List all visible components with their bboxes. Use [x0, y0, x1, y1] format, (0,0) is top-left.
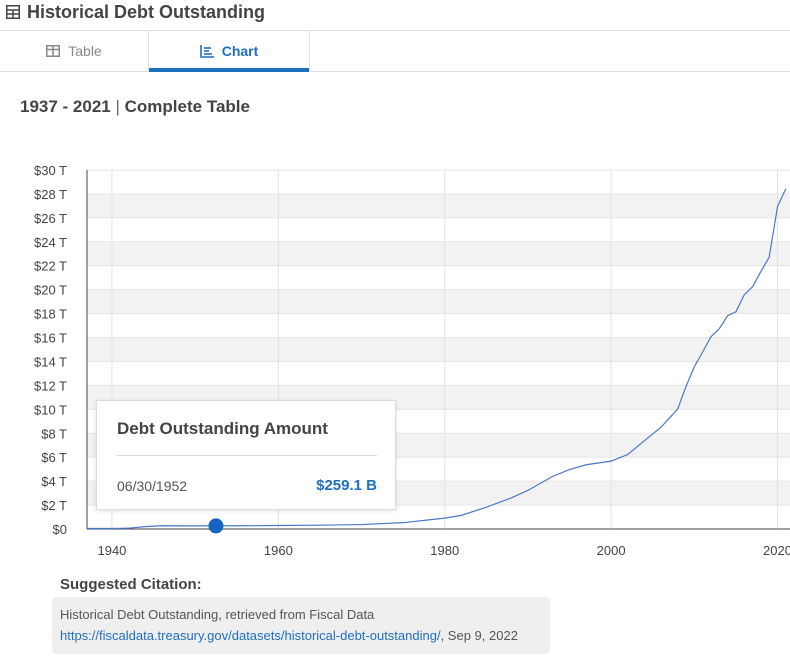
hover-point[interactable] — [208, 518, 224, 534]
y-tick-label: $16 T — [34, 331, 67, 346]
y-tick-label: $2 T — [41, 498, 67, 513]
tooltip-date: 06/30/1952 — [117, 478, 188, 494]
y-tick-label: $12 T — [34, 378, 67, 393]
grid-band — [87, 193, 790, 218]
chart-icon — [199, 44, 214, 58]
grid-band — [87, 361, 790, 386]
date-range-heading: 1937 - 2021 | Complete Table — [20, 97, 250, 117]
tab-table[interactable]: Table — [0, 31, 148, 71]
x-tick-label: 2020 — [763, 543, 790, 558]
y-tick-label: $6 T — [41, 450, 67, 465]
date-range-label: Complete Table — [124, 97, 250, 116]
citation-link-line: https://fiscaldata.treasury.gov/datasets… — [60, 628, 518, 643]
date-range-years: 1937 - 2021 — [20, 97, 111, 116]
citation-link[interactable]: https://fiscaldata.treasury.gov/datasets… — [60, 628, 441, 643]
date-range-separator: | — [115, 97, 120, 116]
citation-box: Historical Debt Outstanding, retrieved f… — [52, 597, 550, 654]
x-tick-label: 1980 — [430, 543, 459, 558]
citation-label: Suggested Citation: — [60, 576, 202, 593]
x-tick-label: 2000 — [597, 543, 626, 558]
y-tick-label: $0 — [53, 522, 67, 537]
grid-band — [87, 505, 790, 529]
tooltip: Debt Outstanding Amount 06/30/1952 $259.… — [96, 400, 396, 510]
y-axis-tick-labels: $0 $2 T $4 T $6 T $8 T $10 T $12 T $14 T $16 T $1… — [34, 163, 67, 537]
grid-band — [87, 241, 790, 266]
tooltip-value: $259.1 B — [316, 477, 377, 494]
x-tick-label: 1960 — [264, 543, 293, 558]
y-tick-label: $4 T — [41, 474, 67, 489]
y-tick-label: $30 T — [34, 163, 67, 178]
grid-band — [87, 313, 790, 338]
tab-chart[interactable]: Chart — [148, 31, 310, 72]
tooltip-divider — [117, 455, 377, 456]
debt-series-line — [87, 188, 787, 530]
tooltip-title: Debt Outstanding Amount — [117, 419, 328, 438]
citation-date: , Sep 9, 2022 — [440, 628, 518, 643]
tab-chart-label: Chart — [221, 43, 259, 59]
table-icon — [6, 5, 20, 19]
y-tick-label: $10 T — [34, 402, 67, 417]
y-tick-label: $18 T — [34, 307, 67, 322]
y-tick-label: $8 T — [41, 426, 67, 441]
y-tick-label: $28 T — [34, 187, 67, 202]
grid-band — [87, 337, 790, 362]
x-axis-tick-labels: 1940 1960 1980 2000 2020 — [97, 543, 790, 558]
y-tick-label: $20 T — [34, 283, 67, 298]
y-tick-label: $22 T — [34, 259, 67, 274]
view-tabs: Table Chart — [0, 31, 790, 72]
grid-band — [87, 289, 790, 314]
grid-band — [87, 217, 790, 242]
page-title: Historical Debt Outstanding — [27, 2, 266, 22]
grid-band — [87, 170, 790, 194]
y-tick-label: $24 T — [34, 235, 67, 250]
grid-band — [87, 265, 790, 290]
table-icon — [46, 45, 61, 57]
x-tick-label: 1940 — [97, 543, 126, 558]
y-tick-label: $14 T — [34, 354, 67, 369]
y-tick-label: $26 T — [34, 211, 67, 226]
tab-table-label: Table — [68, 43, 102, 59]
header: Historical Debt Outstanding — [0, 0, 790, 31]
citation-text: Historical Debt Outstanding, retrieved f… — [60, 607, 375, 622]
